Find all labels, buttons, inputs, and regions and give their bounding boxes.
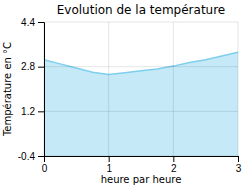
tick-mark <box>238 156 239 162</box>
tick-mark <box>173 156 174 162</box>
area <box>44 52 238 156</box>
grid-line <box>238 22 239 156</box>
tick: 2 <box>171 156 177 174</box>
line <box>44 52 238 74</box>
tick: 1 <box>106 156 112 174</box>
tick: 0 <box>42 156 48 174</box>
x-axis-title: heure par heure <box>101 174 182 185</box>
y-axis-title: Température en °C <box>2 42 13 137</box>
tick-label: 3 <box>236 163 242 174</box>
tick-mark <box>38 22 44 23</box>
y-axis: -0.4 1.2 2.8 4.4 <box>18 17 45 162</box>
grid-line <box>44 111 238 112</box>
tick-label: 1 <box>106 163 112 174</box>
axis-line <box>38 23 45 157</box>
chart-container: 0 1 2 3 -0.4 1.2 2.8 4.4 Evolution de la tempéra… <box>0 0 250 188</box>
tick-mark <box>38 156 44 157</box>
tick-mark <box>109 156 110 162</box>
tick-label: 4.4 <box>21 17 35 28</box>
grid-line <box>44 66 238 67</box>
tick-label: -0.4 <box>18 151 36 162</box>
tick-label: 2.8 <box>21 61 35 72</box>
tick-mark <box>38 111 44 112</box>
tick: 3 <box>236 156 242 174</box>
grid-line <box>108 22 109 156</box>
tick: 2.8 <box>21 61 44 72</box>
tick-label: 2 <box>171 163 177 174</box>
grid-line <box>44 22 238 23</box>
tick-label: 1.2 <box>21 106 35 117</box>
tick: -0.4 <box>18 151 44 162</box>
tick-mark <box>38 67 44 68</box>
title: Evolution de la température <box>57 3 226 17</box>
tick: 1.2 <box>21 106 44 117</box>
tick: 4.4 <box>21 17 44 28</box>
axis-line <box>45 157 239 163</box>
tick-label: 0 <box>42 163 48 174</box>
grid <box>44 22 238 156</box>
grid-line <box>173 22 174 156</box>
plot: 0 1 2 3 -0.4 1.2 2.8 4.4 <box>18 17 242 174</box>
chart: 0 1 2 3 -0.4 1.2 2.8 4.4 Evolution de la tempéra… <box>0 0 250 188</box>
x-axis: 0 1 2 3 <box>42 156 242 174</box>
marks <box>44 52 238 156</box>
